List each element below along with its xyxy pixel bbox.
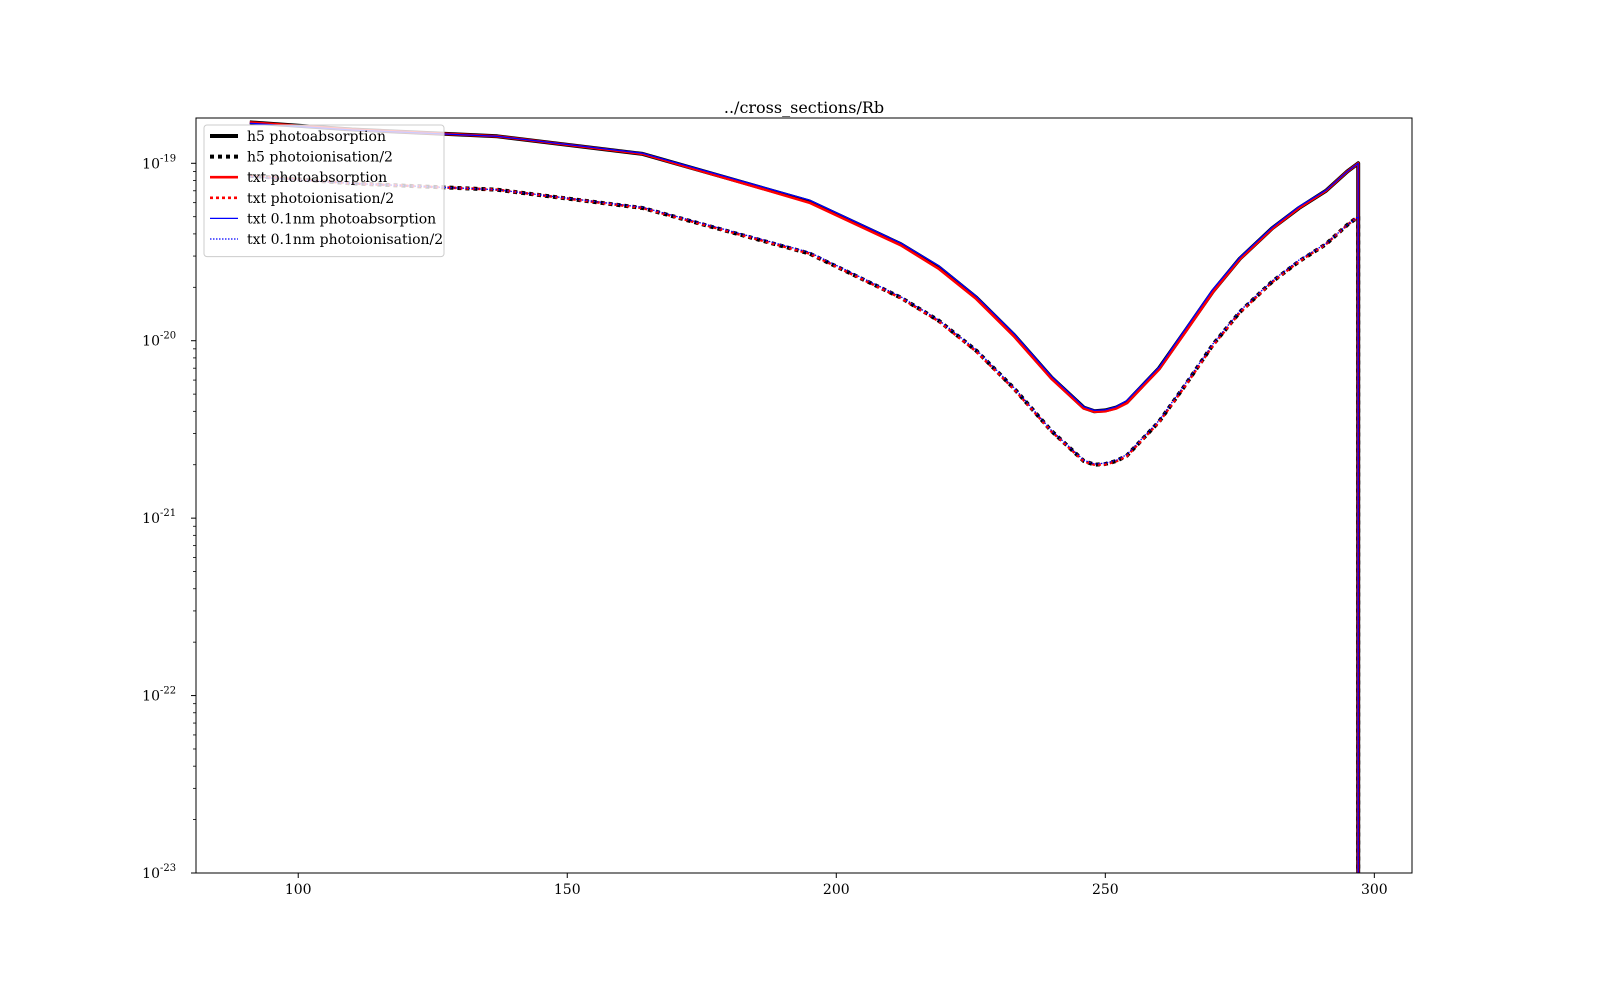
chart-title: ../cross_sections/Rb [724,98,884,117]
legend-box [203,124,445,258]
x-tick-label: 300 [1361,882,1388,898]
legend: h5 photoabsorption h5 photoionisation/2 tx… [203,124,445,258]
series-line-5 [249,122,1359,873]
series-line-4 [249,174,1360,873]
series-line-2 [249,173,1361,873]
legend-label-1: h5 photoabsorption [247,129,386,145]
x-tick-label: 200 [823,882,850,898]
y-tick-exponent: -21 [160,508,176,519]
y-tick-label: 10 [142,156,160,172]
x-tick-label: 250 [1092,882,1119,898]
y-tick-exponent: -20 [160,331,176,342]
series-layer [249,120,1361,873]
legend-label-4: txt photoionisation/2 [247,191,394,207]
legend-label-2: h5 photoionisation/2 [247,150,393,166]
y-tick-label: 10 [142,334,160,350]
plot-frame [195,117,1413,874]
x-axis: 100 150 200 250 300 [285,873,1388,898]
legend-label-3: txt photoabsorption [247,170,387,186]
y-tick-exponent: -22 [160,686,176,697]
y-tick-exponent: -23 [160,863,176,874]
legend-label-6: txt 0.1nm photoionisation/2 [247,232,443,248]
y-tick-exponent: -19 [160,153,176,164]
y-tick-label: 10 [142,689,160,705]
legend-label-5: txt 0.1nm photoabsorption [247,211,436,227]
x-tick-label: 150 [554,882,581,898]
y-tick-label: 10 [142,866,160,882]
series-line-6 [249,176,1359,873]
y-tick-label: 10 [142,511,160,527]
x-tick-label: 100 [285,882,312,898]
